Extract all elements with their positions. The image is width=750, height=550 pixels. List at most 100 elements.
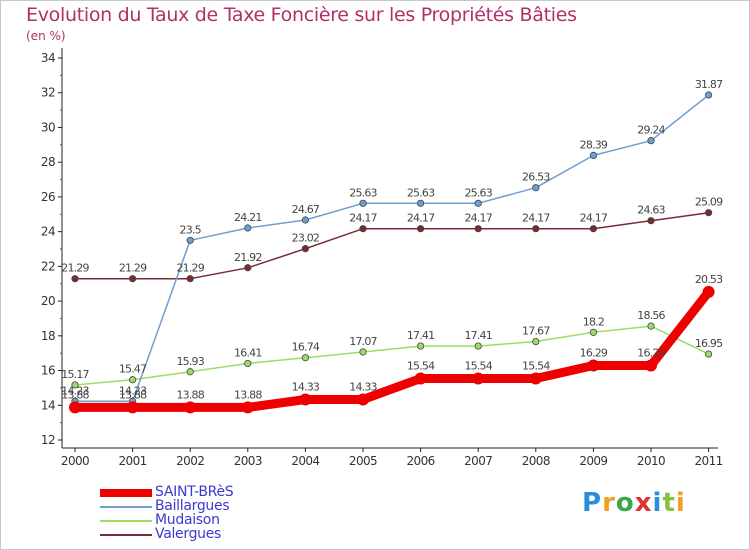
y-tick-label: 28 bbox=[41, 155, 55, 169]
data-point bbox=[357, 393, 369, 406]
x-tick-label: 2007 bbox=[464, 454, 492, 468]
x-tick-label: 2011 bbox=[695, 454, 723, 468]
legend-label: Mudaison bbox=[155, 512, 220, 528]
series-line-1 bbox=[74, 94, 710, 403]
data-point bbox=[129, 275, 137, 283]
x-tick-label: 2000 bbox=[61, 454, 89, 468]
data-label: 21.29 bbox=[119, 262, 147, 275]
data-point bbox=[244, 224, 252, 232]
data-label: 17.07 bbox=[349, 335, 377, 348]
data-point bbox=[416, 342, 425, 350]
data-label: 14.23 bbox=[61, 384, 89, 397]
data-label: 16.29 bbox=[580, 347, 608, 360]
data-label: 15.54 bbox=[464, 360, 492, 373]
data-label: 21.29 bbox=[61, 262, 89, 275]
data-point bbox=[532, 337, 540, 346]
data-point bbox=[704, 209, 713, 217]
data-label: 24.17 bbox=[522, 212, 550, 225]
chart-subtitle: (en %) bbox=[26, 29, 66, 43]
data-point bbox=[184, 401, 197, 414]
legend-swatch bbox=[100, 506, 152, 508]
data-point bbox=[704, 350, 713, 358]
data-label: 24.21 bbox=[234, 211, 262, 224]
data-label: 26.53 bbox=[522, 171, 550, 184]
data-label: 25.09 bbox=[695, 196, 723, 209]
data-point bbox=[359, 348, 367, 356]
legend-label: Valergues bbox=[155, 526, 222, 542]
data-point bbox=[186, 368, 194, 376]
data-label: 24.17 bbox=[407, 212, 435, 225]
x-tick-label: 2005 bbox=[349, 454, 377, 468]
y-tick-label: 18 bbox=[41, 329, 55, 343]
x-tick-label: 2008 bbox=[522, 454, 550, 468]
data-label: 14.23 bbox=[119, 384, 147, 397]
data-label: 18.2 bbox=[583, 315, 604, 328]
data-point bbox=[71, 275, 79, 283]
data-point bbox=[474, 199, 482, 207]
data-point bbox=[126, 401, 139, 414]
data-label: 31.87 bbox=[695, 78, 723, 91]
data-point bbox=[529, 372, 542, 385]
x-tick-label: 2009 bbox=[579, 454, 607, 468]
proxiti-logo: Proxiti bbox=[582, 488, 686, 518]
y-tick-label: 22 bbox=[41, 259, 55, 273]
data-label: 14.33 bbox=[292, 381, 320, 394]
line-chart: 12 14 16 18 20 22 24 26 28 30 32 34 2000 2001 2002 2003… bbox=[41, 48, 724, 468]
data-label: 15.93 bbox=[176, 355, 204, 368]
data-label: 16.29 bbox=[637, 347, 665, 360]
data-point bbox=[244, 264, 252, 272]
y-tick-label: 16 bbox=[41, 364, 55, 378]
data-point bbox=[645, 359, 657, 372]
data-point bbox=[589, 151, 598, 160]
y-tick-label: 24 bbox=[41, 225, 55, 239]
data-label: 13.88 bbox=[119, 388, 147, 401]
data-label: 24.17 bbox=[580, 212, 608, 225]
data-point bbox=[186, 275, 194, 283]
data-label: 17.41 bbox=[464, 329, 492, 342]
legend-label: SAINT-BRèS bbox=[155, 484, 234, 500]
data-point bbox=[532, 184, 540, 192]
data-point bbox=[589, 225, 598, 233]
data-point bbox=[416, 225, 425, 233]
data-point bbox=[532, 225, 540, 233]
data-label: 24.63 bbox=[637, 204, 665, 217]
data-point bbox=[587, 359, 600, 372]
data-point bbox=[647, 217, 655, 225]
x-tick-label: 2002 bbox=[176, 454, 204, 468]
data-point bbox=[301, 245, 309, 253]
data-label: 21.29 bbox=[176, 262, 204, 275]
x-tick-label: 2010 bbox=[637, 454, 665, 468]
series-line-0 bbox=[70, 287, 714, 412]
legend-swatch bbox=[100, 534, 152, 536]
y-tick-label: 30 bbox=[41, 120, 55, 134]
data-point bbox=[71, 381, 79, 389]
data-point bbox=[647, 137, 655, 145]
y-tick-label: 12 bbox=[41, 433, 55, 447]
y-tick-label: 26 bbox=[41, 190, 55, 204]
legend-swatch bbox=[100, 520, 152, 522]
data-point bbox=[301, 354, 309, 362]
data-label: 17.41 bbox=[407, 329, 435, 342]
data-label: 15.47 bbox=[119, 363, 147, 376]
data-point bbox=[129, 376, 137, 384]
y-tick-label: 14 bbox=[41, 398, 55, 412]
data-point bbox=[299, 393, 312, 406]
data-label: 15.54 bbox=[407, 360, 435, 373]
data-label: 24.17 bbox=[349, 212, 377, 225]
data-label: 17.67 bbox=[522, 325, 550, 338]
x-tick-label: 2001 bbox=[119, 454, 147, 468]
data-point bbox=[704, 91, 713, 99]
chart-title: Evolution du Taux de Taxe Foncière sur l… bbox=[26, 4, 577, 26]
x-tick-label: 2003 bbox=[234, 454, 262, 468]
data-point bbox=[244, 359, 252, 368]
data-label: 28.39 bbox=[580, 138, 608, 151]
series-line-2 bbox=[74, 325, 710, 386]
data-point bbox=[702, 285, 715, 298]
data-point bbox=[359, 225, 367, 233]
data-point bbox=[301, 216, 309, 224]
data-label: 29.24 bbox=[637, 124, 665, 137]
data-point bbox=[69, 401, 81, 414]
data-point bbox=[647, 322, 655, 330]
data-label: 13.88 bbox=[234, 388, 262, 401]
